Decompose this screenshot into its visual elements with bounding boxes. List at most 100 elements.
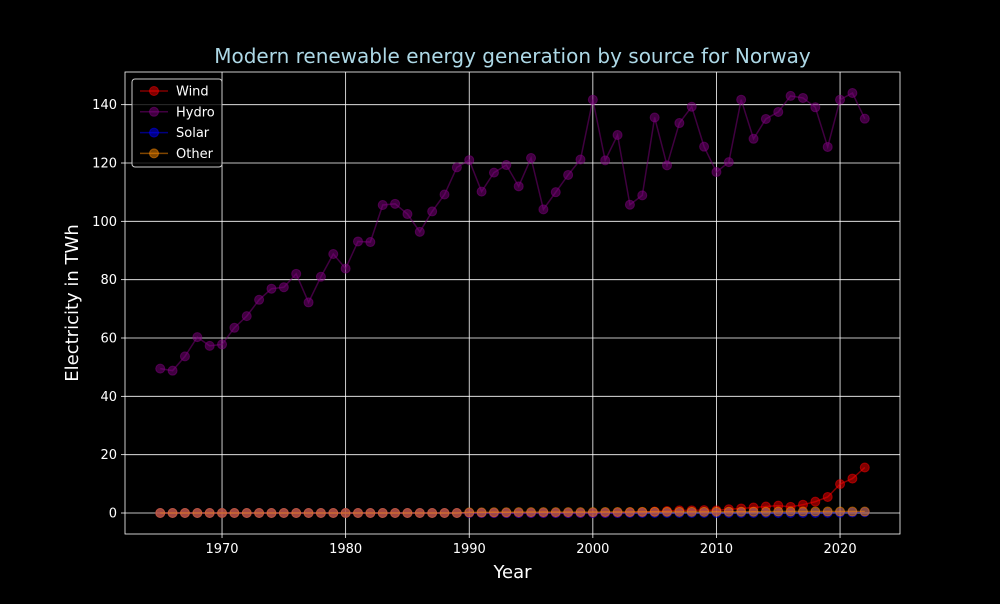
data-point-other bbox=[439, 508, 450, 518]
data-point-other bbox=[550, 507, 561, 518]
data-point-other bbox=[451, 508, 462, 518]
data-point-other bbox=[810, 506, 821, 517]
data-point-hydro bbox=[612, 130, 623, 140]
data-point-hydro bbox=[699, 141, 710, 152]
data-point-other bbox=[488, 507, 499, 518]
data-point-hydro bbox=[179, 351, 190, 362]
data-point-hydro bbox=[797, 92, 808, 103]
series-hydro bbox=[155, 88, 870, 376]
data-point-other bbox=[241, 508, 252, 518]
y-tick-label: 20 bbox=[100, 448, 117, 463]
data-point-hydro bbox=[624, 199, 635, 210]
data-point-other bbox=[377, 508, 388, 518]
data-point-other bbox=[575, 507, 586, 518]
data-point-hydro bbox=[315, 271, 326, 282]
data-point-hydro bbox=[402, 209, 413, 220]
data-point-hydro bbox=[637, 190, 648, 201]
data-point-other bbox=[699, 506, 710, 517]
data-point-hydro bbox=[217, 339, 228, 350]
data-point-hydro bbox=[192, 332, 203, 343]
data-point-other bbox=[266, 508, 277, 518]
data-point-other bbox=[155, 508, 166, 518]
data-point-other bbox=[662, 506, 673, 517]
data-point-hydro bbox=[736, 94, 747, 105]
data-point-other bbox=[773, 506, 784, 517]
data-point-other bbox=[229, 508, 240, 518]
data-point-hydro bbox=[328, 249, 339, 259]
data-point-other bbox=[328, 508, 339, 518]
data-point-wind bbox=[835, 479, 846, 490]
y-tick-label: 60 bbox=[100, 332, 117, 347]
legend-marker-hydro bbox=[149, 106, 159, 117]
x-tick-label: 1990 bbox=[453, 542, 486, 557]
data-point-other bbox=[859, 506, 870, 517]
x-tick-label: 2010 bbox=[700, 542, 733, 557]
series-layer bbox=[155, 88, 870, 518]
series-line-other bbox=[160, 510, 865, 514]
data-point-hydro bbox=[649, 112, 660, 123]
data-point-other bbox=[847, 506, 858, 517]
data-point-hydro bbox=[748, 133, 759, 144]
y-tick-label: 140 bbox=[92, 98, 117, 113]
data-point-hydro bbox=[760, 113, 771, 124]
y-tick-label: 0 bbox=[109, 507, 117, 522]
data-point-hydro bbox=[390, 198, 401, 209]
data-point-hydro bbox=[204, 340, 215, 351]
legend: Wind Hydro Solar Other bbox=[131, 78, 223, 168]
data-point-other bbox=[291, 508, 302, 518]
data-point-wind bbox=[847, 473, 858, 484]
data-point-hydro bbox=[686, 101, 697, 112]
data-point-other bbox=[352, 508, 363, 518]
data-point-hydro bbox=[229, 322, 240, 333]
data-point-hydro bbox=[167, 365, 178, 376]
data-point-other bbox=[785, 506, 796, 517]
data-point-hydro bbox=[513, 181, 524, 192]
data-point-other bbox=[711, 506, 722, 517]
data-point-other bbox=[192, 508, 203, 518]
data-point-other bbox=[637, 506, 648, 517]
data-point-hydro bbox=[365, 237, 376, 248]
data-point-hydro bbox=[674, 118, 685, 129]
chart-title: Modern renewable energy generation by so… bbox=[214, 44, 811, 68]
data-point-other bbox=[501, 507, 512, 518]
data-point-hydro bbox=[340, 263, 351, 274]
legend-marker-other bbox=[149, 148, 159, 159]
data-point-hydro bbox=[859, 113, 870, 124]
data-point-hydro bbox=[526, 153, 537, 164]
y-tick-label: 40 bbox=[100, 390, 117, 405]
data-point-hydro bbox=[563, 169, 574, 180]
legend-marker-solar bbox=[149, 127, 159, 138]
plot-frame bbox=[124, 71, 901, 535]
data-point-other bbox=[612, 506, 623, 517]
data-point-other bbox=[538, 507, 549, 518]
data-point-other bbox=[278, 508, 289, 518]
data-point-other bbox=[686, 506, 697, 517]
data-point-hydro bbox=[464, 155, 475, 166]
data-point-hydro bbox=[723, 157, 734, 168]
data-point-wind bbox=[810, 496, 821, 507]
data-point-other bbox=[204, 508, 215, 518]
data-point-other bbox=[167, 508, 178, 518]
data-point-hydro bbox=[451, 162, 462, 173]
data-point-hydro bbox=[352, 236, 363, 247]
legend-frame bbox=[131, 78, 223, 168]
data-point-hydro bbox=[303, 297, 314, 308]
data-point-other bbox=[587, 507, 598, 518]
y-axis-label: Electricity in TWh bbox=[62, 224, 83, 381]
data-point-hydro bbox=[155, 363, 166, 374]
data-point-hydro bbox=[550, 187, 561, 198]
data-point-other bbox=[748, 506, 759, 517]
data-point-hydro bbox=[476, 186, 487, 197]
data-point-other bbox=[674, 506, 685, 517]
data-point-other bbox=[476, 507, 487, 518]
data-point-other bbox=[513, 507, 524, 518]
data-point-other bbox=[649, 506, 660, 517]
legend-label-other: Other bbox=[176, 147, 214, 162]
data-point-other bbox=[464, 507, 475, 518]
data-point-other bbox=[822, 506, 833, 517]
data-point-hydro bbox=[575, 154, 586, 165]
series-other bbox=[155, 506, 870, 518]
data-point-hydro bbox=[822, 141, 833, 152]
